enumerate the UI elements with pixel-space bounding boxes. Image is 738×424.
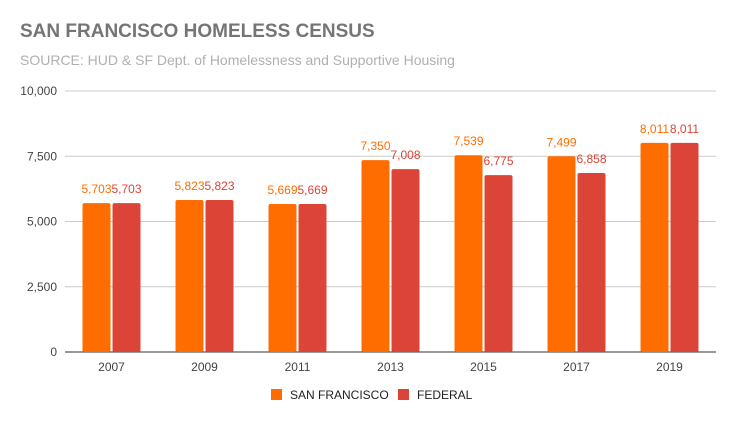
data-label: 8,011 <box>640 122 669 136</box>
data-label: 7,008 <box>390 148 420 162</box>
chart-subtitle: SOURCE: HUD & SF Dept. of Homelessness a… <box>20 52 455 68</box>
bar-federal <box>670 142 699 352</box>
y-tick-label: 0 <box>50 345 57 359</box>
bar-san-francisco <box>268 204 297 352</box>
y-tick-label: 10,000 <box>20 84 57 98</box>
chart-title: SAN FRANCISCO HOMELESS CENSUS <box>20 21 375 42</box>
bar-san-francisco <box>640 142 669 352</box>
data-label: 7,350 <box>360 139 390 153</box>
bar-san-francisco <box>547 156 576 352</box>
data-label: 5,703 <box>111 182 141 196</box>
x-tick-label: 2013 <box>377 360 404 374</box>
x-tick-label: 2019 <box>656 360 683 374</box>
bar-san-francisco <box>361 160 390 352</box>
legend-swatch <box>398 389 409 400</box>
bar-san-francisco <box>82 203 111 352</box>
bar-federal <box>391 169 420 352</box>
x-tick-label: 2007 <box>98 360 125 374</box>
data-label: 5,823 <box>174 179 204 193</box>
data-label: 5,703 <box>81 182 111 196</box>
bar-san-francisco <box>175 200 204 352</box>
legend-label: FEDERAL <box>417 388 473 402</box>
data-label: 8,011 <box>670 122 699 136</box>
x-tick-label: 2009 <box>191 360 218 374</box>
data-label: 5,669 <box>267 183 297 197</box>
bar-federal <box>484 175 513 352</box>
y-tick-label: 7,500 <box>27 149 57 163</box>
data-label: 6,858 <box>576 152 606 166</box>
y-tick-label: 2,500 <box>27 280 57 294</box>
legend-label: SAN FRANCISCO <box>290 388 389 402</box>
bar-san-francisco <box>454 155 483 352</box>
data-label: 6,775 <box>483 154 513 168</box>
data-label: 7,499 <box>546 135 576 149</box>
x-tick-label: 2017 <box>563 360 590 374</box>
y-tick-label: 5,000 <box>27 215 57 229</box>
bar-federal <box>298 204 327 352</box>
x-tick-label: 2011 <box>285 360 311 374</box>
bar-federal <box>112 203 141 352</box>
x-tick-label: 2015 <box>470 360 497 374</box>
data-label: 5,823 <box>204 179 234 193</box>
bar-federal <box>577 173 606 352</box>
data-label: 5,669 <box>297 183 327 197</box>
bar-federal <box>205 200 234 352</box>
legend-swatch <box>271 389 282 400</box>
data-label: 7,539 <box>453 134 483 148</box>
